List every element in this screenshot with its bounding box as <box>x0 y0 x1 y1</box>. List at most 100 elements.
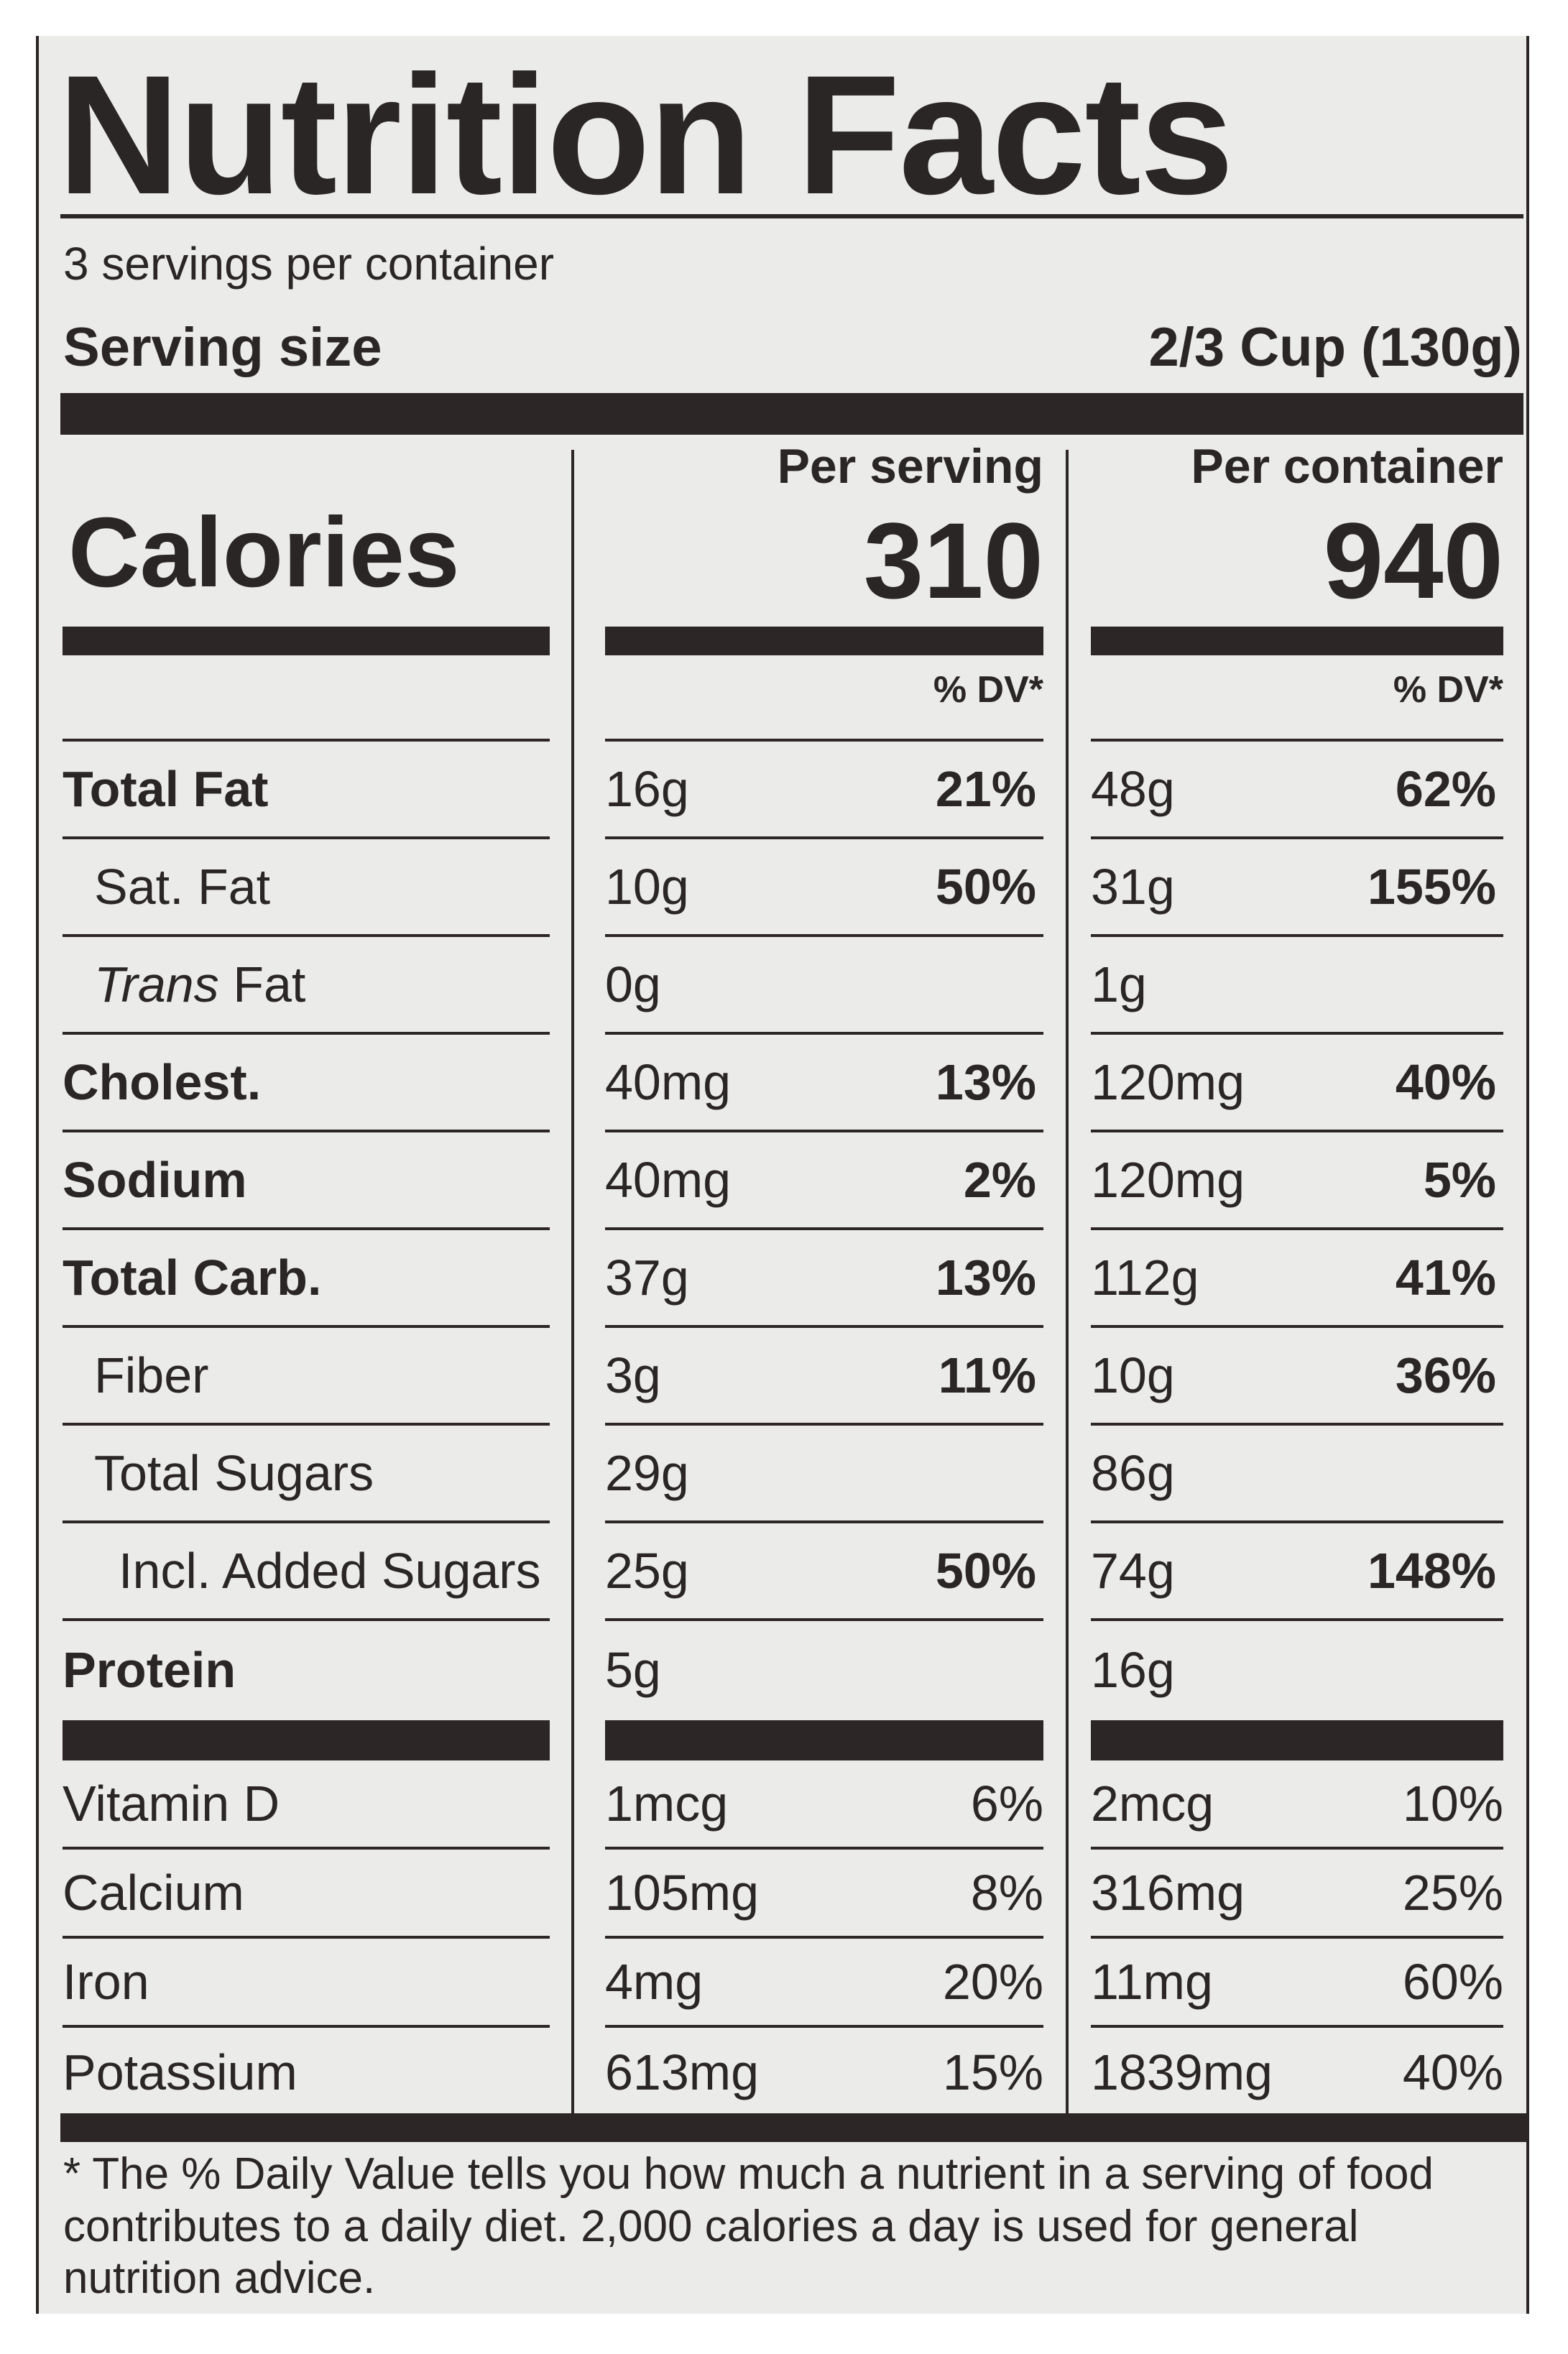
calories-per-container: 940 <box>1323 500 1503 621</box>
nutrient-amount: 25g <box>605 1543 689 1599</box>
thick-divider <box>63 1720 550 1760</box>
nutrient-amount: 16g <box>1091 1642 1175 1698</box>
nutrient-daily-value: 5% <box>1423 1152 1496 1208</box>
nutrient-amount: 112g <box>1091 1250 1199 1306</box>
column-divider <box>1066 450 1069 2128</box>
vitamin-serving-cell: 4mg 20% <box>605 1939 1043 2028</box>
calories-label: Calories <box>68 497 460 608</box>
vitamin-daily-value: 15% <box>942 2044 1043 2100</box>
vitamin-container-cell: 1839mg 40% <box>1091 2028 1503 2117</box>
vitamin-serving-cell: 1mcg 6% <box>605 1760 1043 1850</box>
nutrient-label-cell: Fiber <box>63 1328 550 1426</box>
thick-divider <box>605 627 1043 655</box>
nutrient-amount: 5g <box>605 1642 661 1698</box>
nutrient-label-cell: Total Fat <box>63 742 550 839</box>
nutrient-daily-value: 41% <box>1395 1250 1496 1306</box>
vitamin-amount: 11mg <box>1091 1954 1213 2010</box>
nutrient-container-cell: 1g <box>1091 937 1503 1035</box>
nutrient-amount: 74g <box>1091 1543 1175 1599</box>
vitamin-amount: 613mg <box>605 2044 760 2100</box>
nutrient-container-cell: 112g 41% <box>1091 1230 1503 1328</box>
thick-divider <box>605 1720 1043 1760</box>
nutrient-amount: 40mg <box>605 1152 732 1208</box>
nutrient-label: Total Sugars <box>94 1444 374 1502</box>
thin-divider <box>605 739 1043 742</box>
vitamin-daily-value: 40% <box>1402 2044 1503 2100</box>
nutrient-label-cell: Protein <box>63 1621 550 1719</box>
nutrient-amount: 31g <box>1091 859 1175 915</box>
nutrient-label: Protein <box>63 1641 236 1699</box>
nutrient-amount: 10g <box>605 859 689 915</box>
per-container-header: Per container <box>1191 439 1503 494</box>
nutrient-label: Fiber <box>94 1347 208 1404</box>
thin-divider <box>1091 739 1503 742</box>
vitamin-serving-cell: 105mg 8% <box>605 1850 1043 1939</box>
nutrient-label-text: Incl. Added Sugars <box>119 1543 541 1599</box>
nutrient-label-text: Cholest. <box>63 1054 262 1110</box>
vitamin-amount: 1839mg <box>1091 2044 1273 2100</box>
nutrient-label-text: Sat. Fat <box>94 859 271 915</box>
nutrient-label: Total Carb. <box>63 1249 321 1306</box>
vitamin-label-cell: Iron <box>63 1939 550 2028</box>
nutrient-label: Incl. Added Sugars <box>119 1542 541 1600</box>
nutrient-serving-cell: 40mg 13% <box>605 1035 1043 1132</box>
nutrient-serving-cell: 37g 13% <box>605 1230 1043 1328</box>
nutrient-serving-cell: 3g 11% <box>605 1328 1043 1426</box>
column-divider <box>571 450 574 2128</box>
vitamin-label-cell: Calcium <box>63 1850 550 1939</box>
nutrient-container-cell: 31g 155% <box>1091 839 1503 937</box>
nutrient-amount: 1g <box>1091 956 1147 1012</box>
vitamin-container-cell: 316mg 25% <box>1091 1850 1503 1939</box>
thick-divider <box>1091 1720 1503 1760</box>
nutrient-container-cell: 86g <box>1091 1426 1503 1523</box>
nutrient-label-text: Total Fat <box>63 761 269 817</box>
vitamin-container-cell: 2mcg 10% <box>1091 1760 1503 1850</box>
nutrient-label-text: Protein <box>63 1642 236 1698</box>
nutrient-label: Sodium <box>63 1151 247 1209</box>
nutrient-container-cell: 16g <box>1091 1621 1503 1719</box>
nutrient-label-text: Fat <box>218 956 306 1012</box>
nutrient-amount: 120mg <box>1091 1152 1245 1208</box>
nutrient-label-cell: Total Carb. <box>63 1230 550 1328</box>
thin-divider <box>63 739 550 742</box>
nutrient-label-text: Fiber <box>94 1347 209 1403</box>
vitamin-serving-cell: 613mg 15% <box>605 2028 1043 2117</box>
vitamin-daily-value: 8% <box>970 1865 1043 1921</box>
nutrient-serving-cell: 5g <box>605 1621 1043 1719</box>
vitamin-amount: 316mg <box>1091 1865 1245 1921</box>
nutrient-amount: 10g <box>1091 1347 1175 1403</box>
nutrient-daily-value: 2% <box>963 1152 1036 1208</box>
vitamin-amount: 4mg <box>605 1954 704 2010</box>
nutrient-daily-value: 21% <box>935 761 1036 817</box>
thick-divider <box>63 627 550 655</box>
nutrient-amount: 3g <box>605 1347 661 1403</box>
nutrient-amount: 86g <box>1091 1445 1175 1501</box>
nutrient-amount: 29g <box>605 1445 689 1501</box>
vitamin-daily-value: 25% <box>1402 1865 1503 1921</box>
nutrient-container-cell: 10g 36% <box>1091 1328 1503 1426</box>
nutrient-label-cell: Incl. Added Sugars <box>63 1523 550 1621</box>
nutrient-amount: 0g <box>605 956 661 1012</box>
nutrient-label-italic: Trans <box>94 956 219 1012</box>
nutrient-label: Cholest. <box>63 1053 261 1111</box>
nutrient-amount: 120mg <box>1091 1054 1245 1110</box>
nutrient-label: Total Fat <box>63 760 268 818</box>
per-serving-header: Per serving <box>777 439 1043 494</box>
nutrient-daily-value: 50% <box>935 1543 1036 1599</box>
nutrient-daily-value: 50% <box>935 859 1036 915</box>
nutrient-container-cell: 120mg 5% <box>1091 1132 1503 1230</box>
vitamin-daily-value: 10% <box>1402 1776 1503 1832</box>
nutrient-serving-cell: 29g <box>605 1426 1043 1523</box>
nutrient-daily-value: 36% <box>1395 1347 1496 1403</box>
nutrient-label: Trans Fat <box>94 956 305 1013</box>
vitamin-label: Iron <box>63 1954 149 2010</box>
nutrient-amount: 37g <box>605 1250 689 1306</box>
nutrient-label-cell: Sodium <box>63 1132 550 1230</box>
nutrient-serving-cell: 10g 50% <box>605 839 1043 937</box>
vitamin-container-cell: 11mg 60% <box>1091 1939 1503 2028</box>
vitamin-daily-value: 6% <box>970 1776 1043 1832</box>
thick-divider <box>60 393 1523 435</box>
nutrient-serving-cell: 25g 50% <box>605 1523 1043 1621</box>
nutrient-container-cell: 120mg 40% <box>1091 1035 1503 1132</box>
nutrient-amount: 16g <box>605 761 689 817</box>
